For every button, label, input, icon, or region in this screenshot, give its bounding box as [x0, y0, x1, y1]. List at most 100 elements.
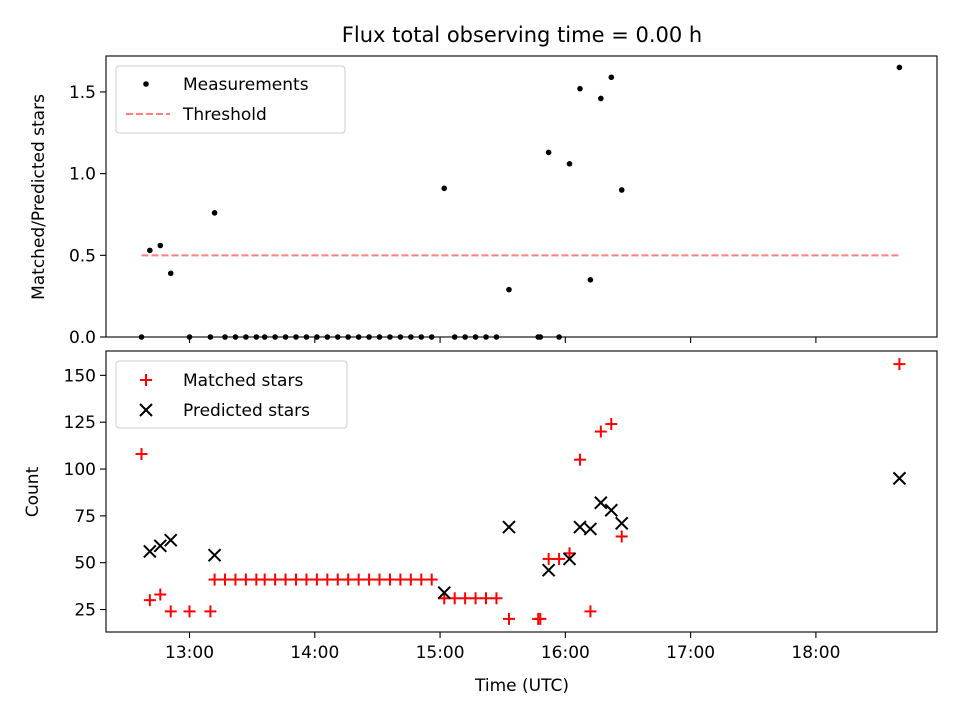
- measurement-point: [207, 334, 214, 340]
- measurement-point: [303, 334, 310, 340]
- measurement-point: [556, 334, 562, 340]
- measurement-point: [138, 334, 145, 340]
- matched-stars-point: [502, 612, 515, 625]
- measurement-point: [355, 334, 362, 340]
- ratio-axes-frame: [105, 55, 938, 338]
- measurement-point: [167, 270, 174, 277]
- y-tick-label: 0.0: [69, 328, 96, 348]
- y-tick-label: 1.5: [69, 83, 96, 103]
- matched-stars-point: [469, 592, 482, 605]
- matched-stars-point: [448, 592, 461, 605]
- count-x-ticks: 13:00 14:00 15:00 16:00 17:00 18:00: [165, 632, 840, 663]
- legend-predicted-marker: [139, 403, 153, 417]
- count-y-ticks: 25 50 75 100 125 150: [64, 366, 106, 621]
- predicted-stars-point: [615, 516, 629, 531]
- y-tick-label: 0.5: [69, 246, 96, 266]
- matched-stars-point: [893, 358, 906, 371]
- measurement-point: [232, 334, 239, 340]
- measurement-point: [462, 334, 468, 340]
- matched-stars-point: [383, 573, 396, 586]
- ratio-y-ticks: 0.0 0.5 1.0 1.5: [69, 83, 106, 348]
- count-axes-frame: [105, 350, 938, 633]
- measurement-point: [451, 334, 458, 340]
- matched-stars-point: [258, 573, 271, 586]
- matched-stars-point: [352, 573, 365, 586]
- matched-stars-point: [425, 573, 438, 586]
- count-axes: 25 50 75 100 125 150 13:00 14:00 15:00 16:00 17:0…: [23, 350, 938, 696]
- measurement-point: [608, 74, 615, 81]
- matched-stars-point: [594, 425, 607, 438]
- predicted-stars-point: [583, 522, 598, 536]
- y-tick-label: 50: [74, 554, 96, 574]
- measurement-point: [366, 334, 372, 340]
- matched-stars-point: [459, 592, 472, 605]
- matched-stars-point: [438, 592, 451, 605]
- x-axis-label: Time (UTC): [474, 676, 569, 696]
- matched-stars-point: [415, 573, 428, 586]
- measurement-point: [408, 334, 414, 340]
- y-tick-label: 150: [64, 366, 96, 386]
- matched-stars-point: [229, 573, 242, 586]
- chart-title: Flux total observing time = 0.00 h: [342, 23, 702, 47]
- count-legend: Matched stars Predicted stars: [115, 360, 348, 429]
- measurement-point: [598, 95, 604, 102]
- matched-stars-point: [363, 573, 376, 586]
- matched-stars-point: [534, 612, 547, 625]
- measurement-point: [157, 242, 164, 249]
- legend-matched-marker: [140, 374, 152, 386]
- matched-stars-point: [573, 453, 586, 466]
- predicted-stars-point: [164, 533, 178, 547]
- predicted-stars-point: [207, 548, 222, 562]
- legend-measurements-label: Measurements: [183, 75, 309, 95]
- measurement-point: [376, 334, 383, 340]
- matched-stars-point: [143, 594, 156, 607]
- predicted-stars-point: [437, 585, 451, 600]
- measurement-point: [387, 334, 393, 340]
- legend-predicted-label: Predicted stars: [183, 401, 310, 421]
- ratio-axes: 0.0 0.5 1.0 1.5 Matched/Predicted stars Mea…: [29, 55, 938, 348]
- measurement-point: [211, 210, 218, 216]
- ratio-plot-area: [138, 64, 903, 340]
- measurement-point: [506, 286, 512, 293]
- x-tick-label: 13:00: [165, 643, 214, 663]
- predicted-stars-point: [541, 563, 556, 577]
- measurement-point: [566, 161, 573, 167]
- measurement-point: [418, 334, 425, 340]
- measurement-point: [147, 247, 153, 254]
- count-plot-area: [135, 358, 907, 625]
- matched-stars-point: [183, 605, 196, 618]
- matched-stars-point: [490, 592, 503, 605]
- measurement-point: [253, 334, 260, 340]
- measurement-point: [493, 334, 500, 340]
- y-tick-label: 1.0: [69, 165, 96, 185]
- predicted-stars-point: [892, 471, 907, 486]
- matched-stars-point: [563, 547, 576, 560]
- matched-stars-point: [605, 418, 618, 431]
- measurement-point: [186, 334, 193, 340]
- count-y-axis-label: Count: [23, 466, 43, 517]
- measurement-point: [537, 334, 544, 340]
- measurement-point: [441, 185, 448, 192]
- measurement-point: [222, 334, 228, 340]
- matched-stars-point: [373, 573, 386, 586]
- legend-matched-label: Matched stars: [183, 371, 303, 391]
- measurement-point: [483, 334, 489, 340]
- measurement-point: [618, 187, 625, 193]
- count-legend-box: [115, 360, 348, 429]
- y-tick-label: 125: [64, 413, 96, 433]
- x-tick-label: 18:00: [791, 643, 840, 663]
- legend-measurements-marker: [143, 81, 149, 87]
- measurement-point: [345, 334, 352, 340]
- matched-stars-point: [310, 573, 323, 586]
- x-tick-label: 15:00: [416, 643, 465, 663]
- measurement-point: [282, 334, 289, 340]
- ratio-legend-box: [115, 65, 346, 134]
- matched-stars-point: [164, 605, 177, 618]
- measurement-point: [896, 64, 903, 71]
- y-tick-label: 100: [64, 460, 96, 480]
- matched-stars-point: [204, 605, 217, 618]
- measurement-point: [472, 334, 479, 340]
- matched-stars-point: [394, 573, 407, 586]
- matched-stars-point: [342, 573, 355, 586]
